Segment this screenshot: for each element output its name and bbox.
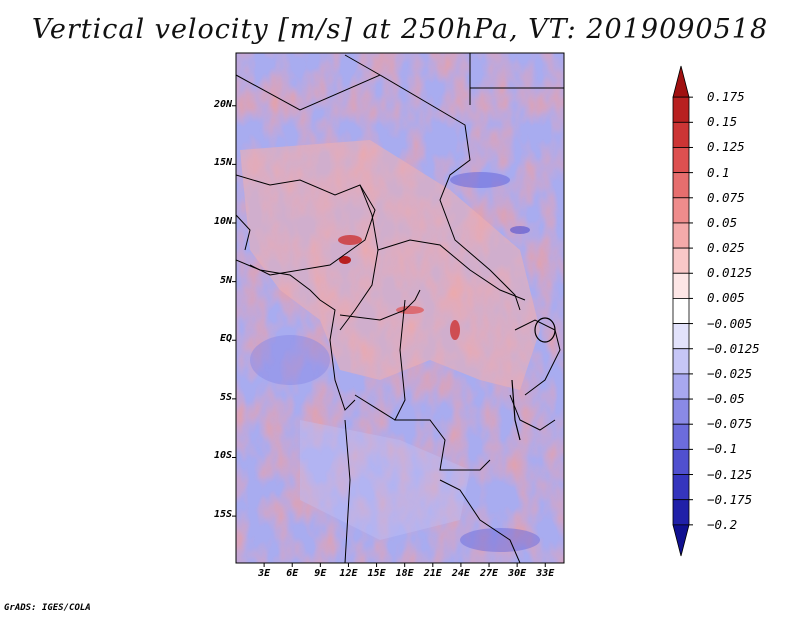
lat-label: 20N	[213, 98, 232, 110]
colorbar-label: −0.2	[707, 516, 738, 532]
lat-label: EQ	[219, 333, 232, 345]
colorbar-label: −0.1	[707, 441, 738, 457]
lat-label: 5N	[219, 274, 232, 286]
lon-label: 9E	[314, 568, 327, 579]
colorbar-bin	[672, 398, 690, 425]
colorbar-bin	[672, 423, 690, 450]
colorbar-label: −0.125	[707, 466, 753, 482]
lon-label: 27E	[479, 568, 499, 579]
colorbar	[672, 65, 693, 557]
colorbar-bin	[672, 147, 690, 174]
colorbar-bin	[672, 373, 690, 400]
colorbar-label: −0.175	[707, 491, 753, 507]
lon-label: 21E	[423, 568, 442, 579]
colorbar-bin	[672, 272, 690, 299]
colorbar-label: 0.125	[707, 139, 745, 155]
colorbar-label: 0.075	[707, 189, 745, 205]
colorbar-label: −0.025	[707, 365, 753, 381]
colorbar-bin	[672, 323, 690, 350]
colorbar-bin	[672, 96, 690, 123]
colorbar-label: 0.175	[707, 89, 745, 105]
colorbar-bin	[672, 524, 690, 557]
lat-label: 15N	[213, 157, 232, 169]
lon-label: 3E	[258, 568, 271, 579]
colorbar-bin	[672, 197, 690, 224]
lakes	[511, 317, 556, 441]
colorbar-label: −0.0125	[707, 340, 760, 356]
lon-label: 24E	[451, 568, 470, 579]
country-borders	[236, 53, 564, 563]
colorbar-label: 0.1	[707, 164, 730, 180]
colorbar-bin	[672, 222, 690, 249]
colorbar-bin	[672, 448, 690, 475]
colorbar-label: 0.025	[707, 240, 745, 256]
lon-label: 15E	[367, 568, 386, 579]
colorbar-label: −0.05	[707, 391, 745, 407]
colorbar-bin	[672, 172, 690, 199]
colorbar-bin	[672, 247, 690, 274]
colorbar-label: 0.05	[707, 214, 738, 230]
colorbar-label: −0.005	[707, 315, 753, 331]
grads-credit: GrADS: IGES/COLA	[4, 603, 91, 613]
colorbar-bin	[672, 499, 690, 526]
lon-label: 33E	[536, 568, 555, 579]
colorbar-bin	[672, 298, 690, 324]
colorbar-label: 0.0125	[707, 265, 753, 281]
lon-label: 18E	[395, 568, 414, 579]
lon-label: 30E	[508, 568, 527, 579]
lat-label: 15S	[213, 509, 232, 521]
lat-label: 10S	[213, 450, 232, 462]
chart-title: Vertical velocity [m/s] at 250hPa, VT: 2…	[31, 14, 769, 45]
lat-label: 10N	[213, 216, 232, 227]
colorbar-bin	[672, 65, 690, 98]
vertical-velocity-field	[236, 53, 564, 563]
colorbar-bin	[672, 474, 690, 501]
colorbar-label: 0.15	[707, 114, 738, 130]
lat-label: 5S	[219, 391, 232, 403]
lon-label: 12E	[339, 568, 358, 579]
map-frame	[235, 52, 565, 564]
colorbar-bin	[672, 348, 690, 375]
colorbar-bin	[672, 121, 690, 148]
axis-ticks	[232, 105, 546, 567]
colorbar-label: −0.075	[707, 416, 753, 432]
colorbar-label: 0.005	[707, 290, 745, 306]
lon-label: 6E	[286, 568, 299, 579]
